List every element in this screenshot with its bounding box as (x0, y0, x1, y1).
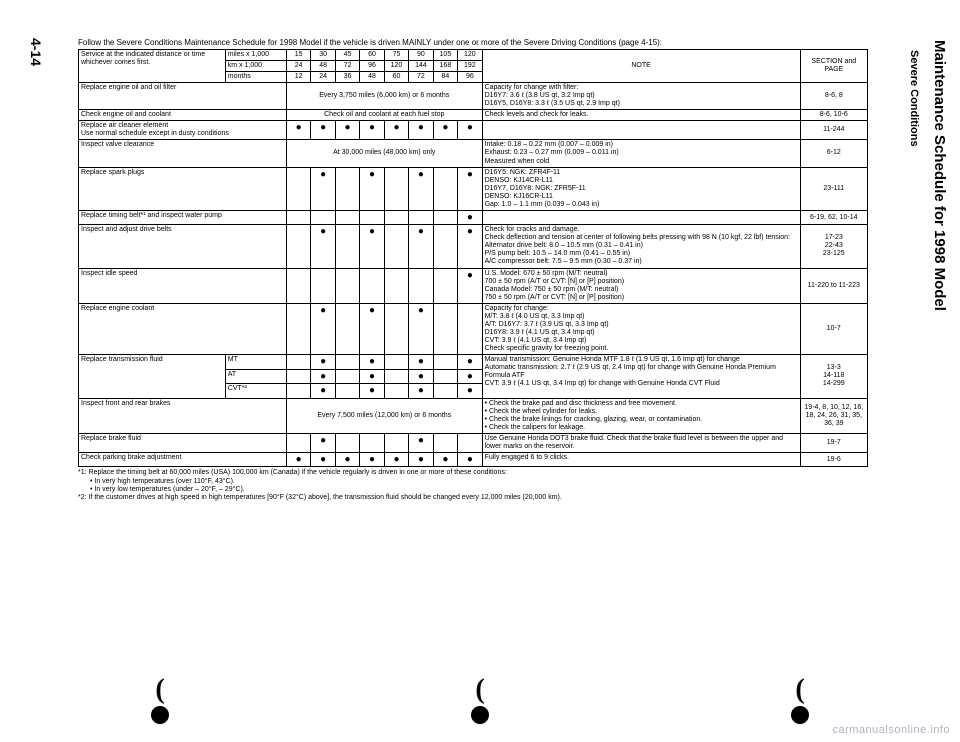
watermark: carmanualsonline.info (832, 724, 950, 736)
footnotes: *1: Replace the timing belt at 60,000 mi… (78, 469, 868, 503)
side-subtitle: Severe Conditions (908, 50, 920, 147)
page-number: 4-14 (28, 38, 44, 66)
footnote-1: *1: Replace the timing belt at 60,000 mi… (78, 469, 868, 477)
side-title: Maintenance Schedule for 1998 Model (931, 40, 948, 311)
binder-mark: ( (471, 674, 489, 724)
content-area: Follow the Severe Conditions Maintenance… (78, 38, 868, 503)
footnote-2: *2: If the customer drives at high speed… (78, 494, 868, 502)
intro-text: Follow the Severe Conditions Maintenance… (78, 38, 868, 47)
maintenance-table: Service at the indicated distance or tim… (78, 49, 868, 467)
binder-marks: ( ( ( (0, 674, 960, 724)
binder-mark: ( (791, 674, 809, 724)
binder-mark: ( (151, 674, 169, 724)
footnote-1a: • In very high temperatures (over 110°F,… (90, 478, 868, 486)
